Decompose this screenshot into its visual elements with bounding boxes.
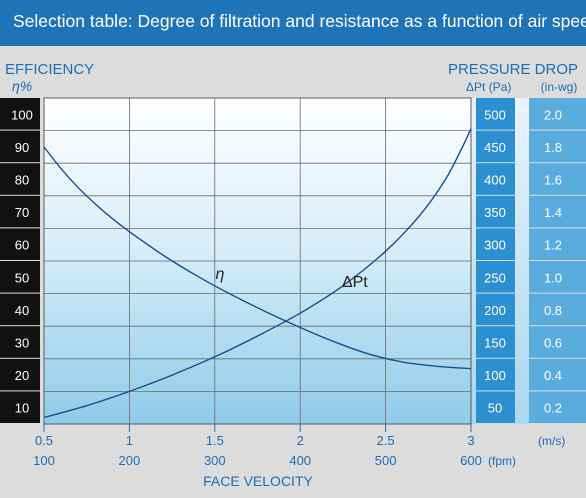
x-tick-label-ms: 0.5 xyxy=(35,433,53,448)
pressure-inwg-tick-label: 0.4 xyxy=(544,368,562,383)
pressure-inwg-tick-label: 0.8 xyxy=(544,303,562,318)
pressure-pa-tick-label: 450 xyxy=(484,140,506,155)
pressure-inwg-tick-label: 1.0 xyxy=(544,270,562,285)
pressure-inwg-cell xyxy=(529,261,586,293)
pressure-pa-cell xyxy=(476,326,515,358)
pressure-inwg-tick-label: 1.2 xyxy=(544,238,562,253)
pressure-inwg-cell xyxy=(529,195,586,228)
pressure-pa-cell xyxy=(476,358,515,391)
efficiency-axis-label: EFFICIENCY xyxy=(5,61,94,78)
efficiency-tick-label: 40 xyxy=(15,303,29,318)
pressure-pa-header: ΔPt (Pa) xyxy=(466,80,511,94)
efficiency-scale-cell xyxy=(0,130,40,163)
pressure-pa-cell xyxy=(476,391,515,423)
efficiency-tick-label: 30 xyxy=(15,336,29,351)
pressure-inwg-tick-label: 0.2 xyxy=(544,401,562,416)
plot-right-strip xyxy=(471,98,476,424)
efficiency-scale-cell xyxy=(0,195,40,228)
efficiency-tick-label: 60 xyxy=(15,238,29,253)
plot-frame xyxy=(43,97,472,425)
efficiency-scale-cell xyxy=(0,391,40,423)
pressure-inwg-cell xyxy=(529,358,586,391)
efficiency-scale-cell xyxy=(0,163,40,195)
chart-title: Selection table: Degree of filtration an… xyxy=(13,11,586,31)
pressure-inwg-tick-label: 2.0 xyxy=(544,107,562,122)
pressure-inwg-tick-label: 1.8 xyxy=(544,140,562,155)
efficiency-tick-label: 70 xyxy=(15,205,29,220)
x-unit-ms: (m/s) xyxy=(538,434,565,448)
pressure-inwg-tick-label: 0.6 xyxy=(544,336,562,351)
pressure-pa-tick-label: 400 xyxy=(484,173,506,188)
pressure-pa-cell xyxy=(476,163,515,195)
efficiency-scale-cell xyxy=(0,293,40,326)
plot-area xyxy=(44,98,471,424)
pressure-pa-tick-label: 350 xyxy=(484,205,506,220)
pressure-inwg-cell xyxy=(529,228,586,260)
pressure-pa-tick-label: 100 xyxy=(484,368,506,383)
efficiency-tick-label: 90 xyxy=(15,140,29,155)
efficiency-curve xyxy=(43,146,472,370)
title-banner: Selection table: Degree of filtration an… xyxy=(0,0,586,46)
pressure-inwg-tick-label: 1.4 xyxy=(544,205,562,220)
pressure-drop-curve xyxy=(43,128,472,419)
efficiency-tick-label: 80 xyxy=(15,173,29,188)
efficiency-tick-label: 20 xyxy=(15,368,29,383)
pressure-pa-cell xyxy=(476,195,515,228)
pressure-drop-curve-label: ΔPt xyxy=(342,274,368,291)
efficiency-tick-label: 50 xyxy=(15,270,29,285)
pressure-scale-gap xyxy=(515,98,529,424)
pressure-pa-tick-label: 500 xyxy=(484,107,506,122)
x-tick-label-ms: 2.5 xyxy=(377,433,395,448)
chart-marks: 0.5 100 1 200 1.5 300 2 400 2.5 500 3 600 100 90 80 70 6… xyxy=(0,97,586,468)
pressure-pa-tick-label: 200 xyxy=(484,303,506,318)
x-tick-label-fpm: 300 xyxy=(204,453,226,468)
pressure-drop-axis-label: PRESSURE DROP xyxy=(448,61,578,78)
x-tick-label-ms: 1 xyxy=(126,433,133,448)
efficiency-tick-label: 10 xyxy=(15,401,29,416)
pressure-pa-cell xyxy=(476,293,515,326)
pressure-pa-cell xyxy=(476,130,515,163)
pressure-inwg-cell xyxy=(529,326,586,358)
pressure-inwg-tick-label: 1.6 xyxy=(544,173,562,188)
pressure-pa-cell xyxy=(476,228,515,260)
pressure-pa-cell xyxy=(476,98,515,130)
x-tick-label-fpm: 600 xyxy=(460,453,482,468)
pressure-inwg-cell xyxy=(529,130,586,163)
efficiency-scale-cell xyxy=(0,358,40,391)
efficiency-scale-cell xyxy=(0,326,40,358)
efficiency-scale-cell xyxy=(0,261,40,293)
pressure-inwg-cell xyxy=(529,163,586,195)
pressure-inwg-cell xyxy=(529,293,586,326)
pressure-pa-tick-label: 150 xyxy=(484,336,506,351)
x-tick-label-fpm: 200 xyxy=(119,453,141,468)
pressure-inwg-cell xyxy=(529,391,586,423)
x-tick-label-fpm: 100 xyxy=(33,453,55,468)
x-unit-fpm: (fpm) xyxy=(488,454,516,468)
efficiency-tick-label: 100 xyxy=(11,107,33,122)
x-tick-label-ms: 2 xyxy=(297,433,304,448)
x-tick-label-ms: 3 xyxy=(467,433,474,448)
pressure-inwg-cell xyxy=(529,98,586,130)
x-axis-label: FACE VELOCITY xyxy=(203,473,313,489)
pressure-pa-cell xyxy=(476,261,515,293)
efficiency-scale-cell xyxy=(0,98,40,130)
x-tick-label-fpm: 500 xyxy=(375,453,397,468)
x-tick-label-ms: 1.5 xyxy=(206,433,224,448)
pressure-pa-tick-label: 300 xyxy=(484,238,506,253)
efficiency-symbol: η% xyxy=(12,78,32,94)
pressure-pa-tick-label: 250 xyxy=(484,270,506,285)
x-tick-label-fpm: 400 xyxy=(289,453,311,468)
pressure-inwg-header: (in-wg) xyxy=(541,80,578,94)
efficiency-scale-cell xyxy=(0,228,40,260)
pressure-pa-tick-label: 50 xyxy=(488,401,502,416)
efficiency-curve-label: η xyxy=(215,266,224,283)
